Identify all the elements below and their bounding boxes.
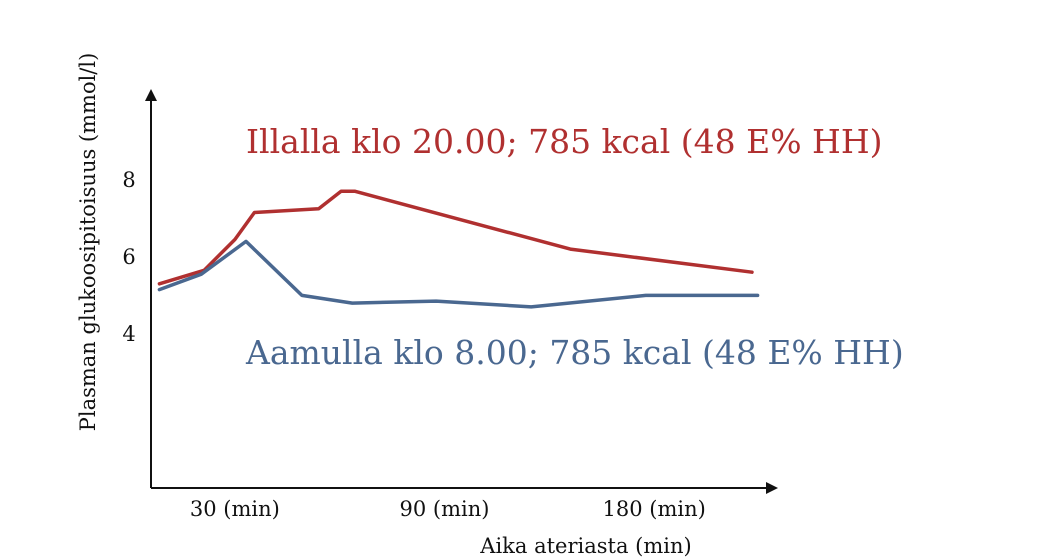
x-tick-label: 90 (min): [400, 497, 490, 521]
series-label-evening: Illalla klo 20.00; 785 kcal (48 E% HH): [246, 122, 882, 161]
y-tick-labels: 4 6 8: [122, 168, 135, 346]
x-axis-label: Aika ateriasta (min): [479, 534, 691, 558]
x-tick-label: 180 (min): [603, 497, 706, 521]
y-axis-label: Plasman glukoosipitoisuus (mmol/l): [76, 53, 100, 432]
series-line-0: [157, 189, 754, 286]
x-tick-label: 30 (min): [190, 497, 280, 521]
series-label-morning: Aamulla klo 8.00; 785 kcal (48 E% HH): [245, 333, 904, 372]
series-line-1: [157, 239, 760, 309]
series-lines: [157, 189, 760, 309]
y-tick-label: 8: [122, 168, 135, 192]
y-tick-label: 4: [122, 322, 135, 346]
x-tick-labels: 30 (min) 90 (min) 180 (min): [190, 497, 706, 521]
y-tick-label: 6: [122, 245, 135, 269]
